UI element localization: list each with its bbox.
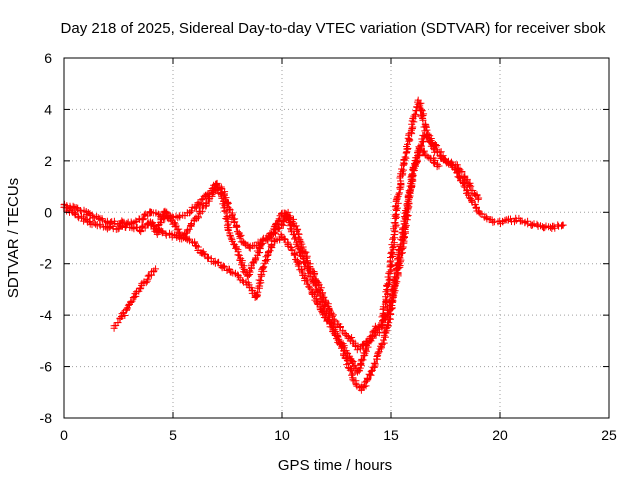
data-point-markers [321, 299, 339, 326]
data-point-markers [333, 320, 351, 339]
data-point-markers [71, 210, 88, 225]
data-point-markers [118, 301, 132, 319]
data-point-markers [463, 189, 481, 215]
data-point-markers [419, 131, 436, 148]
data-point-markers [168, 231, 186, 243]
data-point-markers [431, 141, 449, 163]
data-point-markers [344, 333, 362, 350]
x-tick-label: 0 [60, 427, 68, 443]
tick-labels: 0 5 10 15 20 25 -8 -6 -4 -2 0 2 4 6 [40, 50, 617, 443]
data-point-markers [414, 96, 430, 131]
data-point-markers [529, 220, 546, 231]
data-point-marker [559, 221, 567, 229]
axis-ticks [63, 57, 610, 419]
data-point-markers [415, 144, 431, 160]
data-point-markers [361, 363, 377, 390]
series-isolated-segment [110, 265, 160, 332]
data-point-markers [202, 180, 220, 201]
x-axis-title: GPS time / hours [278, 457, 392, 474]
data-point-markers [218, 188, 239, 223]
data-point-marker [152, 265, 160, 273]
data-point-markers [311, 293, 328, 321]
data-point-markers [288, 247, 307, 279]
data-point-markers [393, 159, 408, 203]
data-point-markers [408, 98, 422, 126]
data-point-markers [82, 208, 111, 226]
data-point-markers [300, 272, 318, 298]
data-point-markers [243, 255, 259, 280]
data-point-marker [474, 195, 482, 203]
data-points [60, 96, 567, 394]
data-point-markers [288, 215, 307, 255]
data-point-markers [196, 248, 251, 289]
y-axis-title: SDTVAR / TECUs [5, 178, 22, 298]
data-point-markers [322, 314, 340, 338]
data-point-markers [331, 332, 350, 363]
data-point-markers [145, 267, 158, 280]
x-tick-label: 5 [169, 427, 177, 443]
series-main [60, 96, 567, 376]
data-point-markers [462, 177, 483, 202]
y-tick-label: -4 [40, 307, 53, 323]
data-point-markers [310, 272, 330, 306]
data-point-markers [453, 161, 471, 183]
data-point-markers [365, 328, 383, 346]
data-point-markers [169, 219, 188, 240]
x-tick-label: 15 [383, 427, 399, 443]
data-point-markers [353, 337, 371, 354]
x-tick-label: 20 [492, 427, 508, 443]
data-point-markers [261, 240, 276, 267]
data-point-markers [103, 222, 122, 233]
chart-title: Day 218 of 2025, Sidereal Day-to-day VTE… [61, 20, 606, 37]
data-point-markers [190, 202, 210, 223]
data-point-markers [386, 249, 406, 314]
data-point-markers [191, 192, 208, 211]
plot-frame [63, 57, 610, 419]
data-point-markers [409, 147, 424, 179]
data-point-markers [377, 307, 395, 350]
x-tick-label: 10 [274, 427, 290, 443]
data-point-markers [357, 383, 368, 394]
data-point-markers [397, 171, 417, 254]
x-tick-label: 25 [601, 427, 617, 443]
data-point-markers [157, 212, 174, 223]
data-point-markers [147, 221, 165, 235]
data-point-markers [474, 207, 491, 223]
y-tick-label: 2 [44, 153, 52, 169]
data-point-marker [435, 162, 443, 170]
data-point-markers [424, 153, 441, 171]
y-tick-label: 4 [44, 101, 52, 117]
data-point-markers [246, 238, 263, 252]
data-point-markers [400, 120, 417, 164]
data-point-markers [386, 196, 402, 269]
data-point-markers [252, 263, 268, 301]
y-tick-label: -8 [40, 410, 53, 426]
data-point-markers [277, 230, 296, 254]
data-point-markers [299, 248, 319, 278]
y-tick-label: -2 [40, 256, 53, 272]
y-tick-label: 6 [44, 50, 52, 66]
y-tick-label: -6 [40, 359, 53, 375]
data-point-markers [110, 312, 126, 332]
y-tick-label: 0 [44, 204, 52, 220]
data-point-markers [226, 229, 242, 256]
data-point-markers [103, 217, 131, 228]
data-point-markers [191, 239, 202, 254]
series-lower-branch [147, 144, 443, 394]
